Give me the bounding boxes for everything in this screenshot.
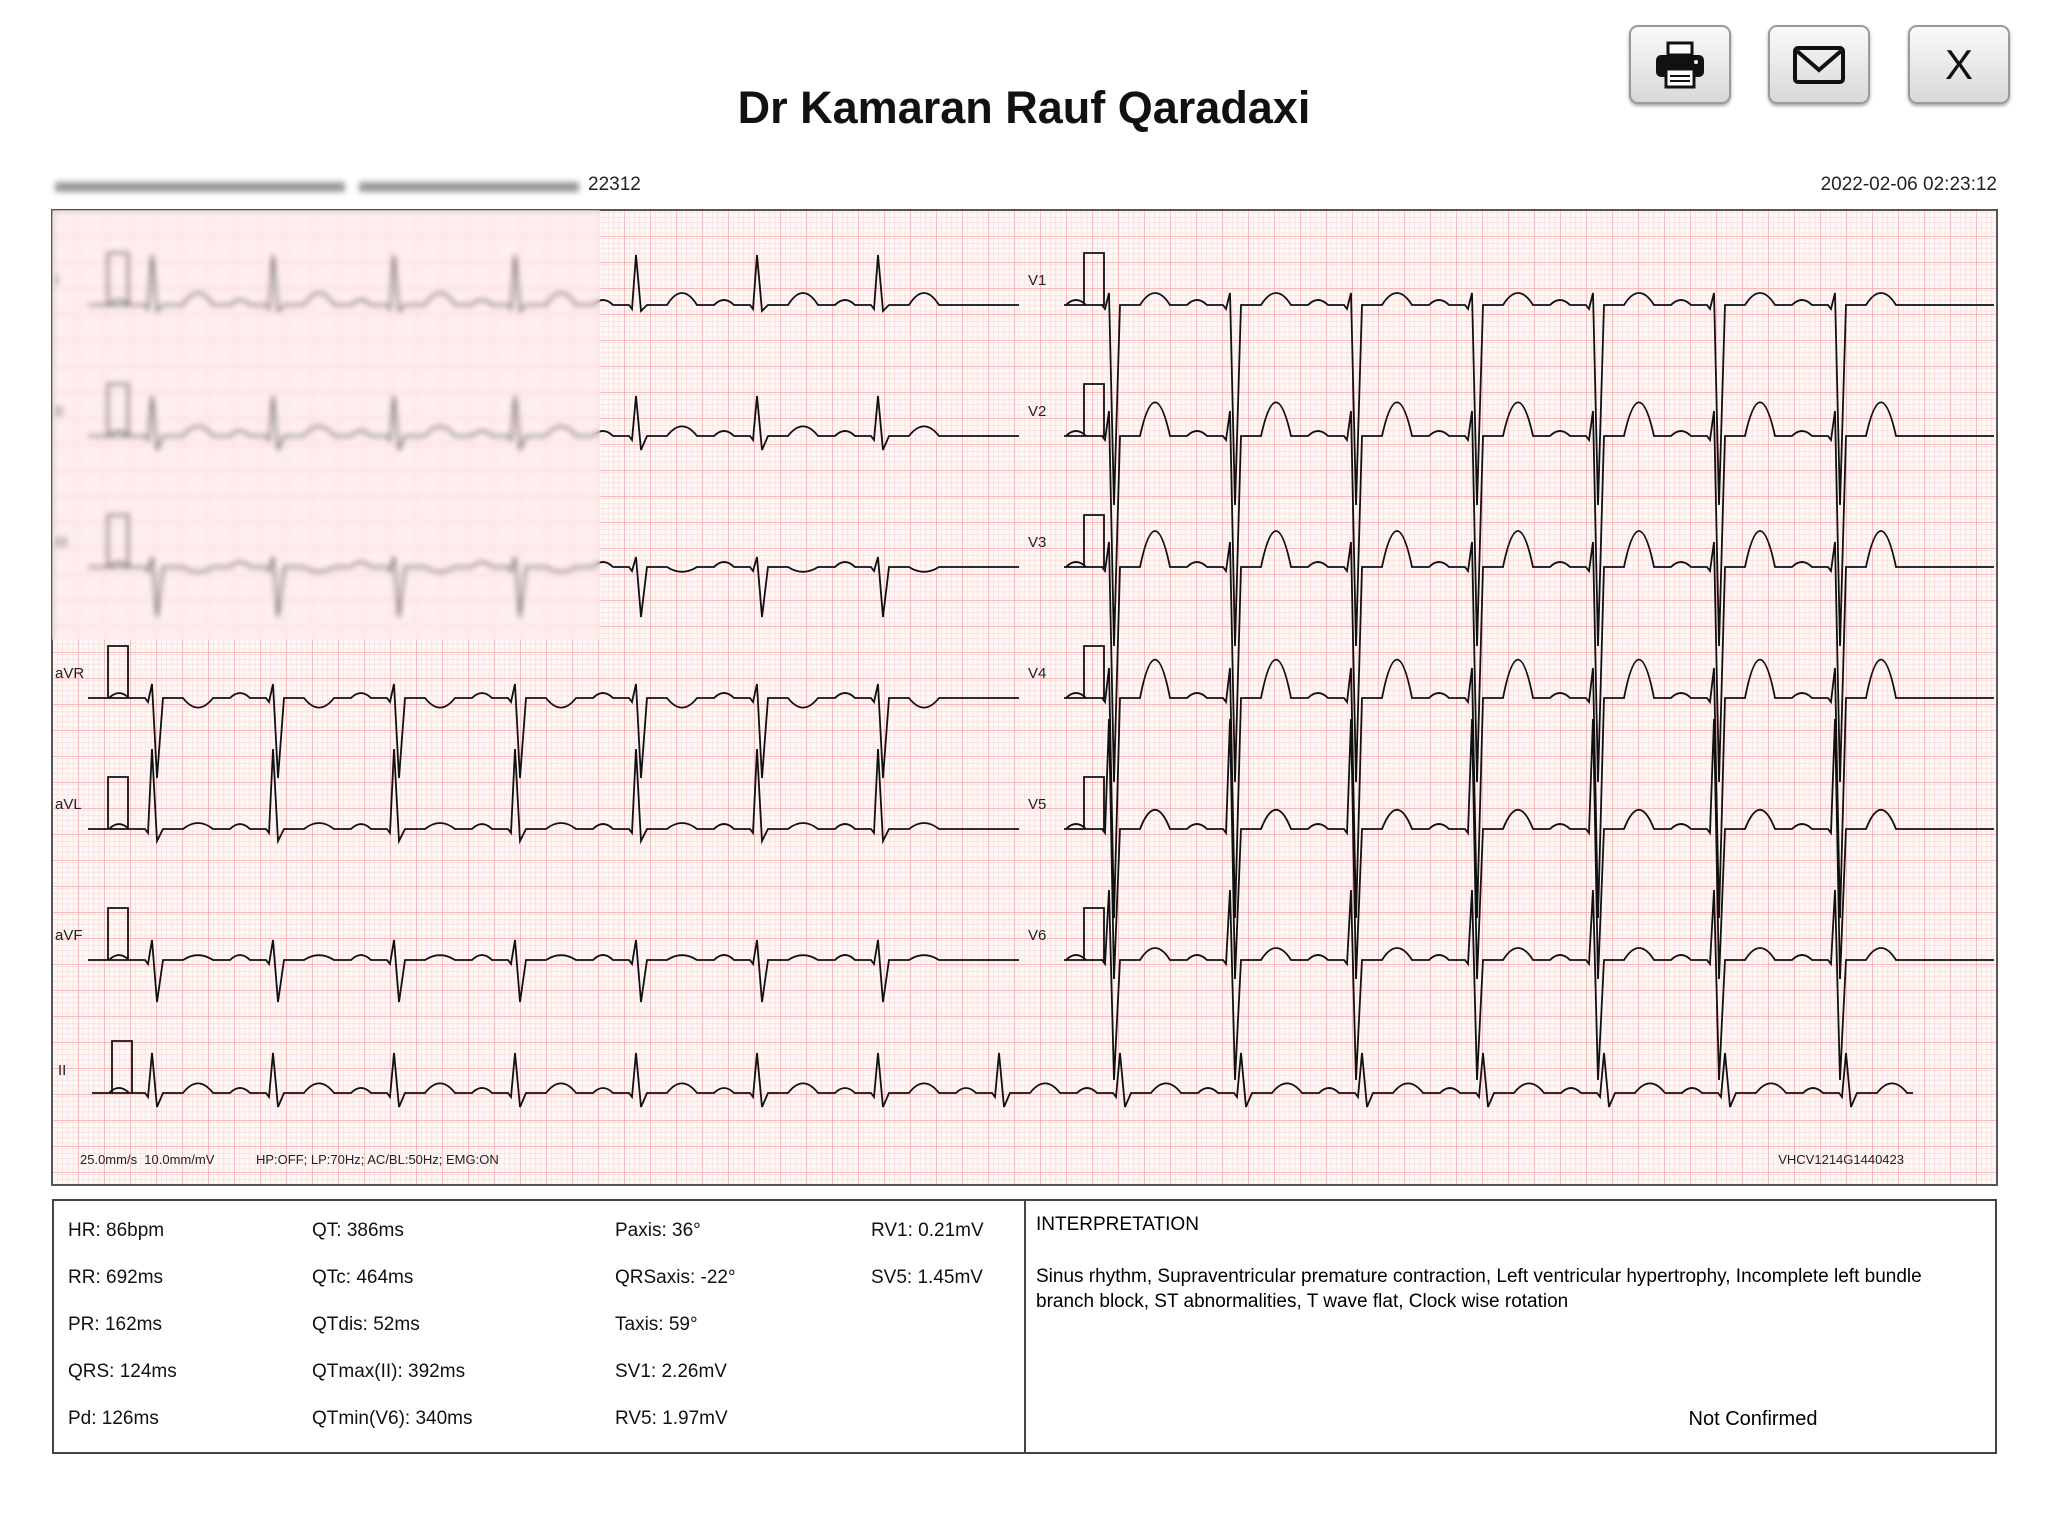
lead-label: aVR — [55, 665, 84, 682]
measurement: SV5: 1.45mV — [871, 1267, 983, 1288]
ecg-trace — [88, 748, 1019, 845]
device-id: VHCV1214G1440423 — [1778, 1152, 1904, 1167]
ecg-trace — [1063, 889, 1994, 1081]
interpretation-text: Sinus rhythm, Supraventricular premature… — [1036, 1266, 1922, 1312]
measurement: QTmin(V6): 340ms — [312, 1408, 473, 1429]
print-icon — [1656, 41, 1704, 88]
ecg-trace — [1063, 252, 1994, 506]
measurement: QTdis: 52ms — [312, 1314, 420, 1335]
measurement: QTc: 464ms — [312, 1267, 414, 1288]
print-button[interactable] — [1629, 25, 1731, 104]
measurement: RV5: 1.97mV — [615, 1408, 728, 1429]
lead-label: V3 — [1028, 534, 1046, 551]
email-button[interactable] — [1768, 25, 1870, 104]
filter-settings: HP:OFF; LP:70Hz; AC/BL:50Hz; EMG:ON — [256, 1152, 499, 1167]
doctor-title: Dr Kamaran Rauf Qaradaxi — [737, 82, 1311, 133]
blurred-patient-info — [55, 178, 645, 196]
ecg-trace — [1063, 514, 1994, 783]
ecg-trace — [1063, 383, 1994, 647]
lead-label: V2 — [1028, 403, 1046, 420]
measurement: Paxis: 36° — [615, 1220, 701, 1241]
ecg-trace — [88, 907, 1019, 1003]
record-datetime: 2022-02-06 02:23:12 — [1820, 174, 1997, 195]
lead-label: V5 — [1028, 796, 1046, 813]
mail-icon — [1793, 45, 1845, 84]
lead-label: II — [58, 1062, 66, 1079]
measurement: QTmax(II): 392ms — [312, 1361, 466, 1382]
speed-gain: 25.0mm/s 10.0mm/mV — [80, 1152, 215, 1167]
lead-label: V1 — [1028, 272, 1046, 289]
measurement: QT: 386ms — [312, 1220, 404, 1241]
ecg-trace — [92, 1040, 1913, 1108]
ecg-trace — [1063, 645, 1994, 919]
measurement: Taxis: 59° — [615, 1314, 698, 1335]
ecg-frame — [51, 209, 1998, 1186]
lead-label: aVF — [55, 927, 83, 944]
measurement: Pd: 126ms — [68, 1408, 159, 1429]
ecg-trace — [1063, 718, 1994, 980]
blurred-region — [52, 210, 600, 640]
measurement: SV1: 2.26mV — [615, 1361, 727, 1382]
ecg-trace — [88, 645, 1019, 779]
lead-label: V6 — [1028, 927, 1046, 944]
measurement: HR: 86bpm — [68, 1220, 165, 1241]
lead-label: V4 — [1028, 665, 1046, 682]
record-number-fragment: 22312 — [588, 174, 641, 195]
measurement: QRS: 124ms — [68, 1361, 177, 1382]
interpretation-heading: INTERPRETATION — [1036, 1214, 1199, 1235]
measurement: RV1: 0.21mV — [871, 1220, 984, 1241]
measurement: RR: 692ms — [68, 1267, 164, 1288]
lead-label: aVL — [55, 796, 82, 813]
panel-divider — [1024, 1199, 1026, 1454]
measurement: QRSaxis: -22° — [615, 1267, 736, 1288]
close-button[interactable]: X — [1908, 25, 2010, 104]
measurement: PR: 162ms — [68, 1314, 162, 1335]
confirmation-status: Not Confirmed — [1688, 1408, 1818, 1430]
